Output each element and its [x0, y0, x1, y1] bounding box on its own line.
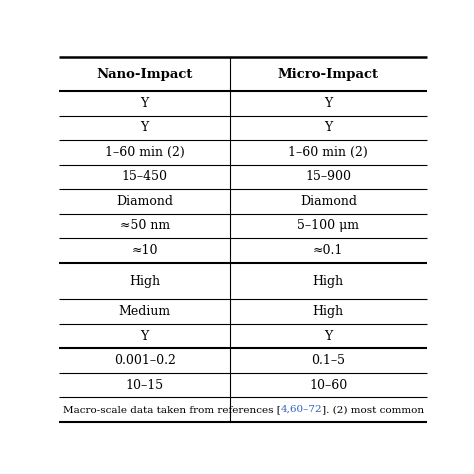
Text: Macro-scale data taken from references [: Macro-scale data taken from references [ [63, 405, 281, 414]
Text: 1–60 min (2): 1–60 min (2) [289, 146, 368, 159]
Text: Y: Y [324, 121, 332, 135]
Text: 4,60–72: 4,60–72 [281, 405, 322, 414]
Text: 0.1–5: 0.1–5 [311, 354, 346, 367]
Text: Y: Y [140, 329, 149, 343]
Text: ≈10: ≈10 [131, 244, 158, 257]
Text: Y: Y [140, 121, 149, 135]
Text: Y: Y [324, 97, 332, 110]
Text: Diamond: Diamond [116, 195, 173, 208]
Text: 15–450: 15–450 [122, 171, 168, 183]
Text: 10–60: 10–60 [309, 379, 347, 392]
Text: 5–100 μm: 5–100 μm [297, 219, 359, 232]
Text: Medium: Medium [118, 305, 171, 318]
Text: 1–60 min (2): 1–60 min (2) [105, 146, 184, 159]
Text: Nano-Impact: Nano-Impact [97, 67, 193, 81]
Text: Micro-Impact: Micro-Impact [278, 67, 379, 81]
Text: High: High [313, 305, 344, 318]
Text: ]. (2) most common: ]. (2) most common [322, 405, 425, 414]
Text: 10–15: 10–15 [126, 379, 164, 392]
Text: Diamond: Diamond [300, 195, 357, 208]
Text: High: High [313, 274, 344, 288]
Text: 15–900: 15–900 [305, 171, 351, 183]
Text: 0.001–0.2: 0.001–0.2 [114, 354, 175, 367]
Text: ≈0.1: ≈0.1 [313, 244, 344, 257]
Text: Y: Y [324, 329, 332, 343]
Text: High: High [129, 274, 160, 288]
Text: ≈50 nm: ≈50 nm [119, 219, 170, 232]
Text: Y: Y [140, 97, 149, 110]
